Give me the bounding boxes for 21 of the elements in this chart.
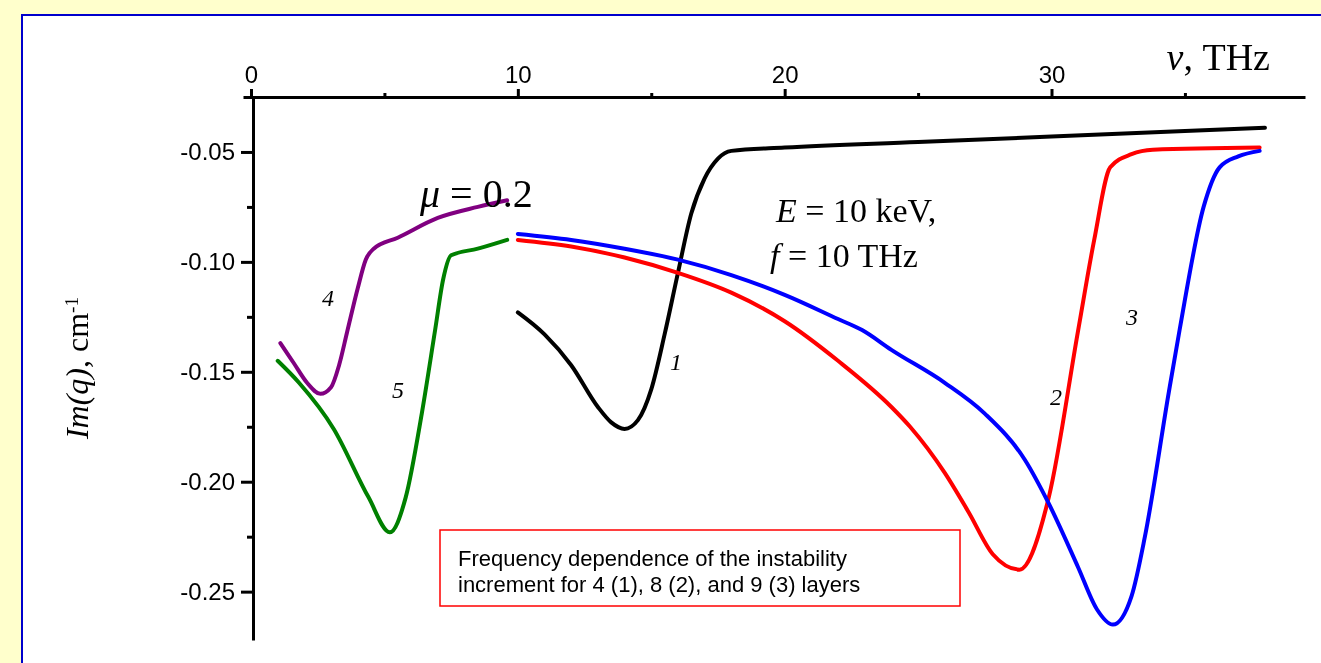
series-label: 3 xyxy=(1125,304,1138,330)
annotation: E = 10 keV, xyxy=(775,192,937,229)
series-label: 2 xyxy=(1050,384,1062,410)
x-tick-label: 10 xyxy=(504,61,532,88)
y-tick-label: -0.10 xyxy=(180,248,235,276)
y-tick-label: -0.05 xyxy=(180,138,235,166)
y-tick-label: -0.25 xyxy=(180,577,235,605)
y-tick-label: -0.15 xyxy=(180,357,235,385)
line-series xyxy=(275,237,510,535)
x-tick-label: 30 xyxy=(1038,61,1066,88)
y-tick-label: -0.20 xyxy=(180,467,235,495)
x-tick-label: 0 xyxy=(244,61,259,88)
series-label: 5 xyxy=(392,377,404,403)
series-label: 1 xyxy=(670,349,682,375)
x-axis-title: ν, THz xyxy=(1166,36,1270,78)
annotation: Frequency dependence of the instability increment for 4 (1), 8 (2), and 9 (3) layers xyxy=(458,546,861,597)
annotation: μ = 0.2 xyxy=(419,171,533,216)
annotation: f = 10 THz xyxy=(770,237,918,274)
caption-box: Frequency dependence of the instability increment for 4 (1), 8 (2), and 9 (3) layers xyxy=(439,529,961,607)
x-tick-label: 20 xyxy=(771,61,799,88)
series-label: 4 xyxy=(322,285,334,311)
